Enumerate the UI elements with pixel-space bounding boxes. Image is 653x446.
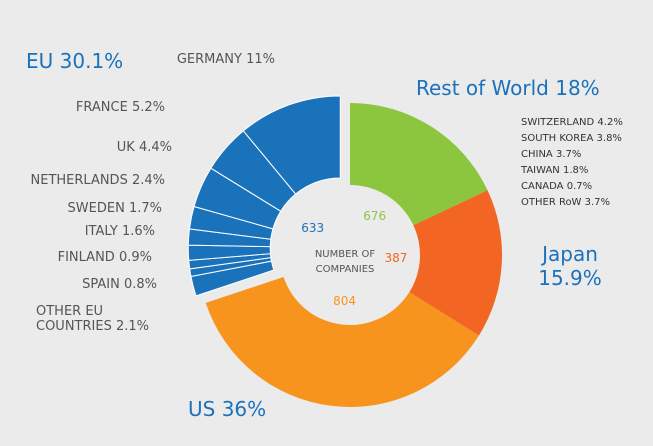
sub-name: UK: [116, 140, 135, 155]
sub-value: 11%: [246, 52, 275, 67]
breakdown-label: TAIWAN 1.8%: [521, 165, 588, 176]
sub-name: OTHER EU COUNTRIES: [36, 304, 112, 334]
breakdown-value: 4.2%: [597, 117, 623, 128]
series-name: US: [188, 397, 216, 421]
sub-name: GERMANY: [176, 52, 242, 67]
breakdown-name: OTHER RoW: [521, 197, 582, 208]
sub-value: 5.2%: [131, 100, 165, 115]
sub-value: 4.4%: [138, 140, 172, 155]
breakdown-label: CHINA 3.7%: [521, 149, 581, 160]
breakdown-value: 1.8%: [562, 165, 589, 176]
series-label: Japan 15.9%: [535, 242, 605, 290]
breakdown-value: 3.7%: [584, 197, 611, 208]
sub-value: 2.1%: [115, 319, 149, 334]
count-label: 676: [363, 209, 387, 224]
breakdown-name: CHINA: [521, 149, 553, 160]
wedge: [409, 190, 502, 336]
sub-label: FRANCE 5.2%: [76, 100, 165, 115]
center-label: NUMBER OF COMPANIES: [314, 249, 376, 275]
breakdown-value: 3.8%: [596, 133, 622, 144]
sub-value: 1.6%: [121, 224, 155, 239]
sub-name: SPAIN: [82, 277, 120, 292]
center-hole: [281, 186, 419, 324]
wedge: [205, 277, 479, 407]
sub-label: GERMANY 11%: [177, 52, 275, 67]
sub-value: 0.8%: [123, 277, 157, 292]
breakdown-label: SWITZERLAND 4.2%: [521, 117, 623, 128]
sub-label: SWEDEN 1.7%: [68, 201, 162, 216]
breakdown-label: OTHER RoW 3.7%: [521, 197, 610, 208]
wedge: [350, 103, 488, 226]
sub-wedge: [242, 95, 341, 195]
breakdown-name: SWITZERLAND: [521, 117, 595, 128]
series-name: Rest of World: [416, 76, 549, 100]
sub-label: FINLAND 0.9%: [58, 250, 152, 265]
series-name: Japan: [542, 242, 598, 266]
sub-value: 1.7%: [128, 201, 162, 216]
breakdown-name: CANADA: [521, 181, 564, 192]
sub-label: NETHERLANDS 2.4%: [31, 173, 166, 188]
sub-label: ITALY 1.6%: [85, 224, 155, 239]
breakdown-value: 0.7%: [566, 181, 593, 192]
sub-label: OTHER EU COUNTRIES 2.1%: [36, 304, 171, 334]
breakdown-label: SOUTH KOREA 3.8%: [521, 133, 622, 144]
breakdown-label: CANADA 0.7%: [521, 181, 592, 192]
series-label: EU 30.1%: [26, 49, 123, 73]
sub-name: FINLAND: [57, 250, 115, 265]
sub-name: NETHERLANDS: [30, 173, 128, 188]
series-label: US 36%: [188, 397, 266, 421]
sub-name: ITALY: [84, 224, 118, 239]
series-value: 30.1%: [59, 49, 124, 73]
sub-name: SWEDEN: [67, 201, 125, 216]
breakdown-name: SOUTH KOREA: [521, 133, 594, 144]
breakdown-value: 3.7%: [555, 149, 582, 160]
series-label: Rest of World 18%: [416, 76, 600, 100]
series-name: EU: [26, 49, 54, 73]
breakdown-name: TAIWAN: [521, 165, 560, 176]
sub-name: FRANCE: [75, 100, 128, 115]
series-value: 15.9%: [538, 266, 602, 290]
count-label: 804: [333, 293, 356, 308]
sub-value: 0.9%: [118, 250, 152, 265]
count-label: 387: [384, 250, 408, 265]
sub-label: UK 4.4%: [117, 140, 172, 155]
series-value: 36%: [221, 397, 267, 421]
sub-value: 2.4%: [131, 173, 165, 188]
count-label: 633: [301, 221, 325, 236]
sub-label: SPAIN 0.8%: [82, 277, 157, 292]
series-value: 18%: [555, 76, 600, 100]
